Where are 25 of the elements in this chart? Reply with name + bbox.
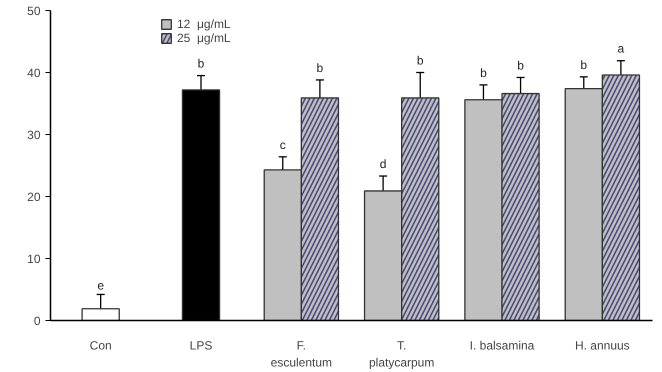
data-label: b <box>480 66 488 80</box>
data-label: e <box>97 278 104 292</box>
y-tick-label: 0 <box>34 314 41 328</box>
data-label: b <box>198 56 205 71</box>
x-tick-label: T. platycarpum <box>368 338 434 370</box>
y-tick-label: 10 <box>27 252 41 266</box>
data-label: b <box>517 58 524 72</box>
data-label: d <box>380 157 386 172</box>
data-label: c <box>280 138 286 152</box>
y-tick-label: 30 <box>27 128 41 142</box>
data-label: a <box>618 42 625 56</box>
x-tick-label: LPS <box>190 338 212 352</box>
data-label: b <box>580 58 588 72</box>
x-tick-label: F. esculentum <box>270 338 332 370</box>
x-tick-label: H. annuus <box>574 338 630 352</box>
y-tick-label: 20 <box>27 190 41 204</box>
legend-label: 12 μg/mL <box>177 17 231 31</box>
bar <box>81 308 120 320</box>
y-tick-label: 40 <box>27 66 41 80</box>
x-tick-label: I. balsamina <box>470 338 535 352</box>
x-tick-label: Con <box>90 338 112 352</box>
data-label: b <box>416 54 424 68</box>
y-tick-label: 50 <box>27 4 41 18</box>
data-label: b <box>316 60 324 75</box>
legend-label: 25 μg/mL <box>177 31 231 45</box>
